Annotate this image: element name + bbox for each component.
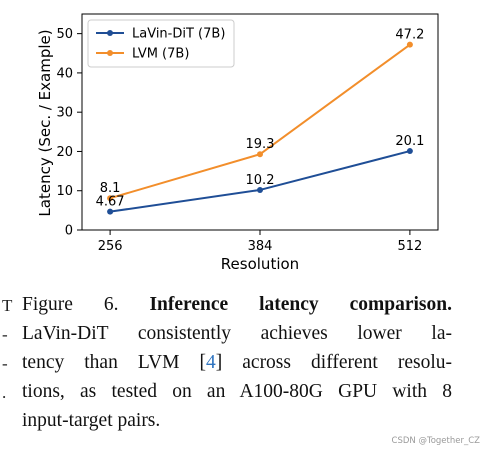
legend-label: LVM (7B)	[132, 47, 189, 62]
caption-text: tency than LVM [	[22, 352, 206, 373]
axis-ticks: 0 10 20 30 40 50 256 384 512	[56, 27, 422, 254]
legend-marker	[107, 50, 113, 56]
data-label: 19.3	[246, 137, 275, 152]
caption-line-4: tions, as tested on an A100-80G GPU with…	[22, 381, 452, 402]
data-point	[257, 186, 263, 193]
data-point	[406, 148, 413, 155]
x-tick-label: 512	[397, 239, 422, 254]
citation-link[interactable]: 4	[205, 352, 216, 373]
legend-marker	[107, 30, 113, 36]
margin-mark: -	[2, 354, 8, 373]
data-point	[107, 208, 114, 215]
legend-label: LaVin-DiT (7B)	[132, 27, 225, 42]
margin-mark: T	[2, 296, 13, 315]
data-point	[257, 151, 263, 158]
margin-mark: -	[2, 325, 8, 344]
margin-mark: .	[2, 383, 7, 402]
latency-chart: 0 10 20 30 40 50 256 384 512 Latency (Sec. / Exa…	[36, 13, 439, 273]
data-label: 10.2	[246, 173, 275, 188]
series-group: 4.67 10.2 20.1 8.1 19.3 47.2	[96, 28, 424, 215]
caption-text: ] across different resolu-	[215, 352, 452, 373]
caption-line-5: input-target pairs.	[22, 410, 161, 431]
caption-title: Inference latency comparison.	[149, 294, 452, 315]
figure-label: Figure 6.	[22, 294, 119, 315]
watermark: CSDN @Together_CZ	[391, 436, 480, 446]
data-label: 8.1	[100, 181, 121, 196]
data-label: 47.2	[395, 28, 424, 43]
legend: LaVin-DiT (7B) LVM (7B)	[87, 19, 235, 68]
y-tick-label: 30	[56, 106, 73, 121]
caption-line-1: Figure 6. Inference latency comparison.	[22, 290, 452, 319]
caption-line-3: tency than LVM [4] across different reso…	[22, 348, 452, 377]
y-tick-label: 0	[65, 224, 73, 239]
data-point	[406, 41, 413, 48]
data-label: 4.67	[96, 195, 125, 210]
data-label: 20.1	[395, 134, 424, 149]
x-axis-label: Resolution	[221, 255, 299, 273]
y-tick-label: 40	[56, 66, 73, 81]
x-tick-label: 256	[98, 239, 123, 254]
caption-line-2: LaVin-DiT consistently achieves lower la…	[22, 323, 452, 344]
x-tick-label: 384	[248, 239, 273, 254]
legend-box	[87, 19, 235, 68]
figure-caption: Figure 6. Inference latency comparison. …	[22, 290, 452, 435]
data-point	[107, 195, 114, 202]
y-tick-label: 10	[56, 184, 73, 199]
y-axis-label: Latency (Sec. / Example)	[36, 29, 54, 216]
y-tick-label: 50	[56, 27, 73, 42]
y-tick-label: 20	[56, 145, 73, 160]
